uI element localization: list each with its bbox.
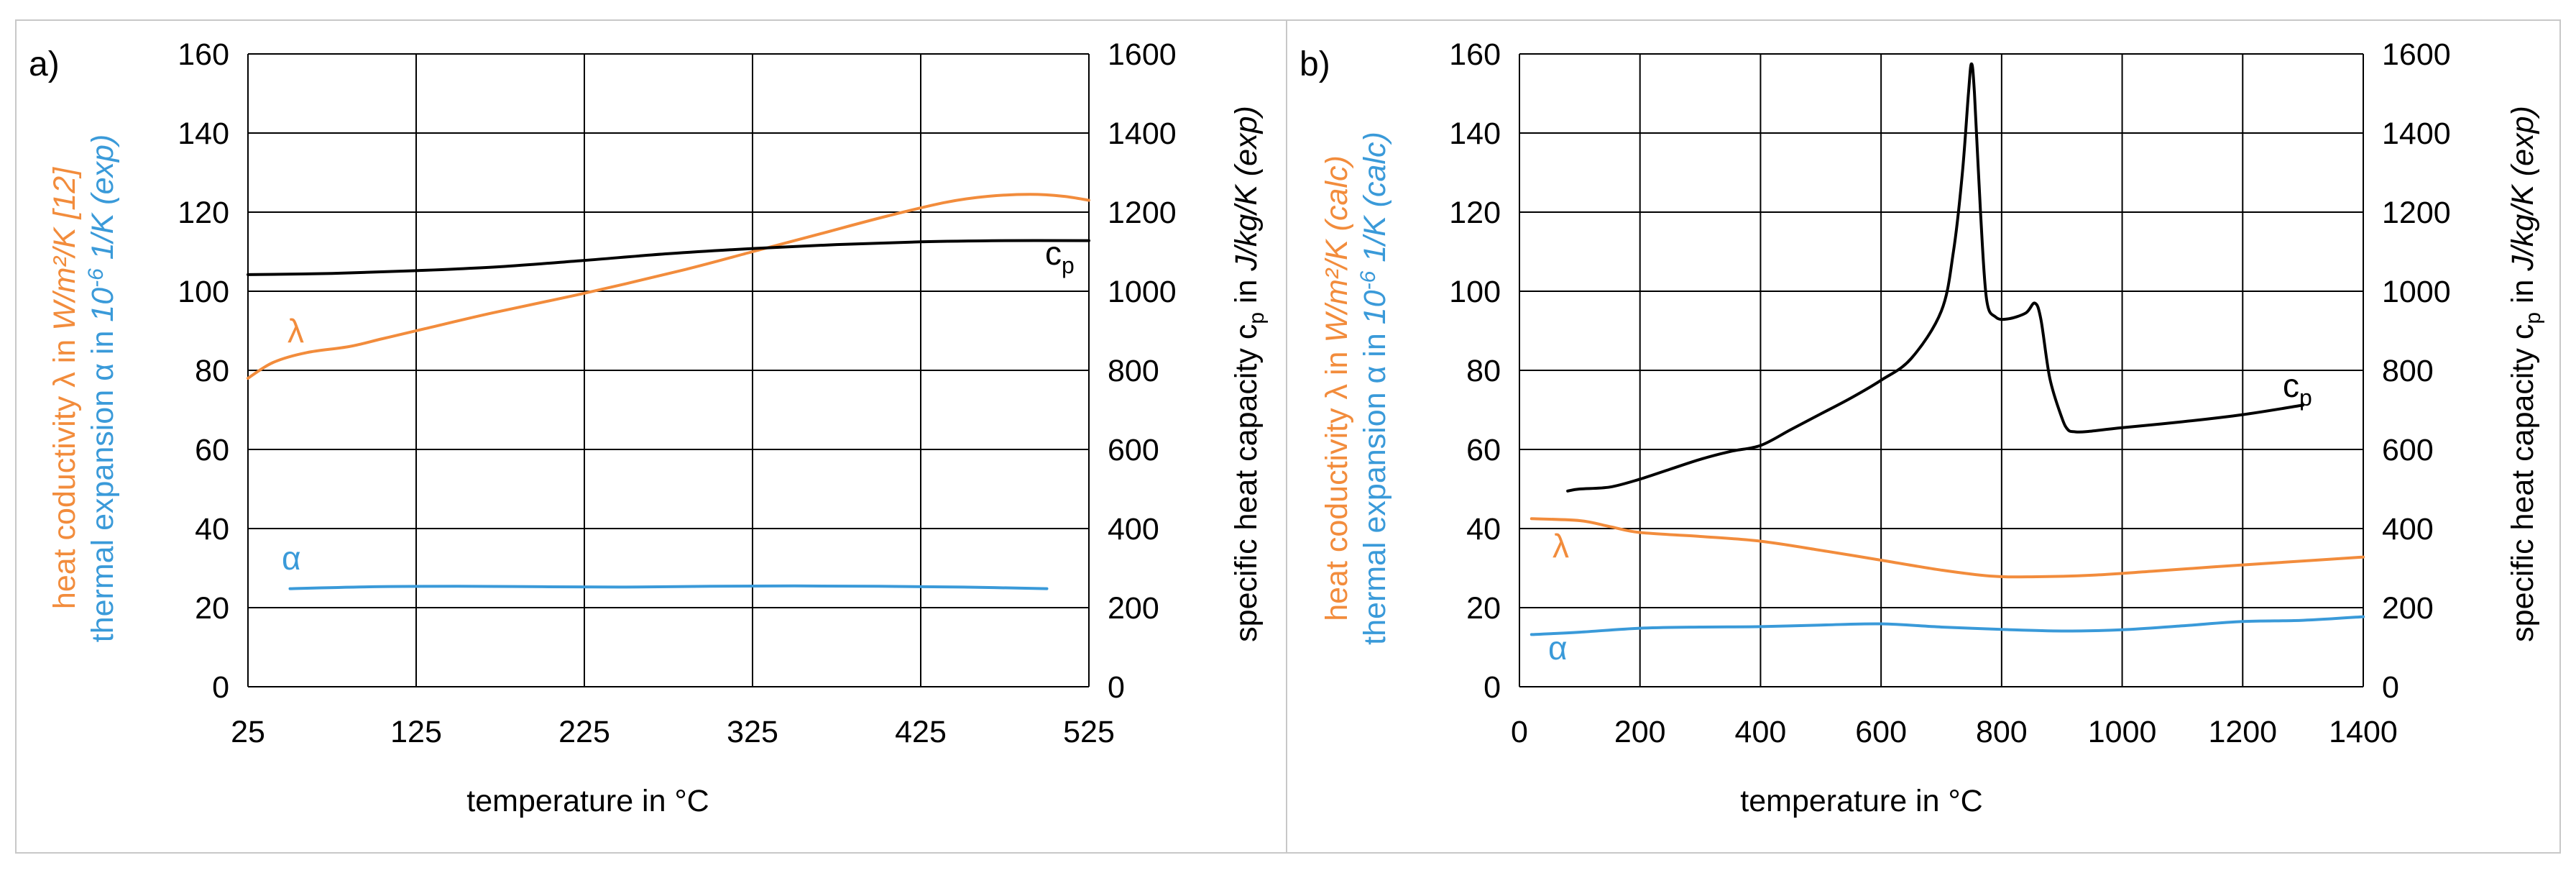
y-left-tick-label: 120	[178, 196, 229, 230]
series-label-alpha-a: α	[282, 539, 301, 577]
y-left-tick-label: 100	[1449, 275, 1501, 309]
x-tick-label: 1200	[2208, 715, 2277, 749]
y-left-tick-label: 20	[195, 591, 229, 626]
y-right-tick-label: 1000	[2382, 275, 2451, 309]
series-label-lambda-a: λ	[288, 312, 304, 349]
panel-label-b: b)	[1300, 45, 1330, 83]
y-left-tick-label: 40	[1466, 512, 1501, 547]
x-tick-label: 600	[1855, 715, 1907, 749]
series-label-cp-a: cp	[1045, 234, 1075, 278]
y-left-tick-label: 0	[212, 670, 229, 705]
plot-area-a	[247, 193, 1090, 590]
series-line-lambda-b	[1530, 517, 2365, 579]
y-left-tick-label: 80	[195, 354, 229, 388]
y-left-tick-label: 60	[1466, 433, 1501, 467]
x-tick-label: 425	[895, 715, 947, 749]
series-line-cp-a	[247, 239, 1090, 276]
chart-panel-a: 25 125 225 325 425 525 020406080100120140160 …	[29, 37, 1269, 818]
y-right-tick-label: 800	[2382, 354, 2434, 388]
y-right-tick-label: 1400	[1108, 116, 1177, 151]
y-left-tick-label: 60	[195, 433, 229, 467]
y-right-tick-label: 400	[1108, 512, 1159, 547]
x-tick-label: 800	[1976, 715, 2028, 749]
x-axis-label-b: temperature in °C	[1740, 784, 1982, 818]
y-right-tick-label: 1600	[2382, 37, 2451, 72]
x-tick-label: 1400	[2329, 715, 2398, 749]
x-tick-label: 25	[231, 715, 265, 749]
x-tick-label: 325	[727, 715, 778, 749]
series-line-alpha-a	[288, 584, 1049, 590]
x-tick-label: 125	[390, 715, 442, 749]
y-left-tick-label: 100	[178, 275, 229, 309]
y-left-tick-labels-a: 0 20 40 60 80 100 120 140 160	[178, 37, 229, 705]
series-label-lambda-b: λ	[1552, 527, 1569, 565]
figure-frame	[15, 19, 2561, 854]
series-line-alpha-b	[1530, 615, 2365, 636]
y-right-tick-labels-b: 0 200 400 600 800 1000 1200 1400 1600	[2382, 37, 2451, 705]
y-left-tick-label: 80	[1466, 354, 1501, 388]
series-label-cp-b: cp	[2283, 367, 2312, 411]
y-right-tick-label: 1000	[1108, 275, 1177, 309]
y-left-tick-label: 40	[195, 512, 229, 547]
y-right-tick-label: 600	[1108, 433, 1159, 467]
y-right-tick-labels-a: 0 200 400 600 800 1000 1200 1400 1600	[1108, 37, 1177, 705]
series-line-lambda-a	[247, 193, 1090, 380]
y-right-tick-label: 200	[1108, 591, 1159, 626]
y-right-label-b: specific heat capacity cp in J/kg/K (exp…	[2506, 106, 2545, 642]
grid-a	[247, 53, 1090, 687]
y-left-tick-label: 20	[1466, 591, 1501, 626]
y-left-tick-label: 140	[178, 116, 229, 151]
y-left-tick-label: 140	[1449, 116, 1501, 151]
x-tick-labels-a: 25 125 225 325 425 525	[231, 715, 1115, 749]
y-right-tick-label: 0	[1108, 670, 1125, 705]
y-right-tick-label: 0	[2382, 670, 2399, 705]
y-right-tick-label: 1600	[1108, 37, 1177, 72]
y-right-tick-label: 400	[2382, 512, 2434, 547]
y-right-tick-label: 1200	[1108, 196, 1177, 230]
x-tick-label: 200	[1614, 715, 1666, 749]
grid-b	[1519, 53, 2364, 687]
y-left-label-alpha-b: thermal expansion α in 10-6 1/K (calc)	[1356, 132, 1392, 645]
x-tick-labels-b: 0 200 400 600 800 1000 1200 1400	[1511, 715, 2398, 749]
y-right-label-a: specific heat capacity cp in J/kg/K (exp…	[1229, 106, 1269, 642]
series-label-alpha-b: α	[1548, 629, 1568, 667]
x-tick-label: 400	[1735, 715, 1787, 749]
x-axis-label-a: temperature in °C	[466, 784, 709, 818]
y-left-label-lambda-a: heat coductivity λ in W/m²/K [12]	[47, 167, 82, 609]
y-right-tick-label: 1400	[2382, 116, 2451, 151]
y-left-label-lambda-b: heat coductivity λ in W/m²/K (calc)	[1320, 155, 1354, 621]
y-left-tick-label: 160	[1449, 37, 1501, 72]
y-left-tick-label: 0	[1484, 670, 1501, 705]
y-right-tick-label: 800	[1108, 354, 1159, 388]
chart-panel-b: 0 200 400 600 800 1000 1200 1400 02040608010012…	[1300, 37, 2545, 818]
y-right-tick-label: 200	[2382, 591, 2434, 626]
x-tick-label: 1000	[2088, 715, 2157, 749]
y-right-tick-label: 600	[2382, 433, 2434, 467]
x-tick-label: 225	[558, 715, 610, 749]
y-left-tick-label: 120	[1449, 196, 1501, 230]
series-line-cp-b	[1566, 62, 2305, 493]
plot-area-b	[1530, 62, 2365, 636]
panel-label-a: a)	[29, 45, 60, 83]
x-tick-label: 0	[1511, 715, 1528, 749]
y-left-label-alpha-a: thermal expansion α in 10-6 1/K (exp)	[84, 134, 120, 642]
y-left-tick-label: 160	[178, 37, 229, 72]
y-right-tick-label: 1200	[2382, 196, 2451, 230]
y-left-tick-labels-b: 0 20 40 60 80 100 120 140 160	[1449, 37, 1501, 705]
x-tick-label: 525	[1063, 715, 1115, 749]
